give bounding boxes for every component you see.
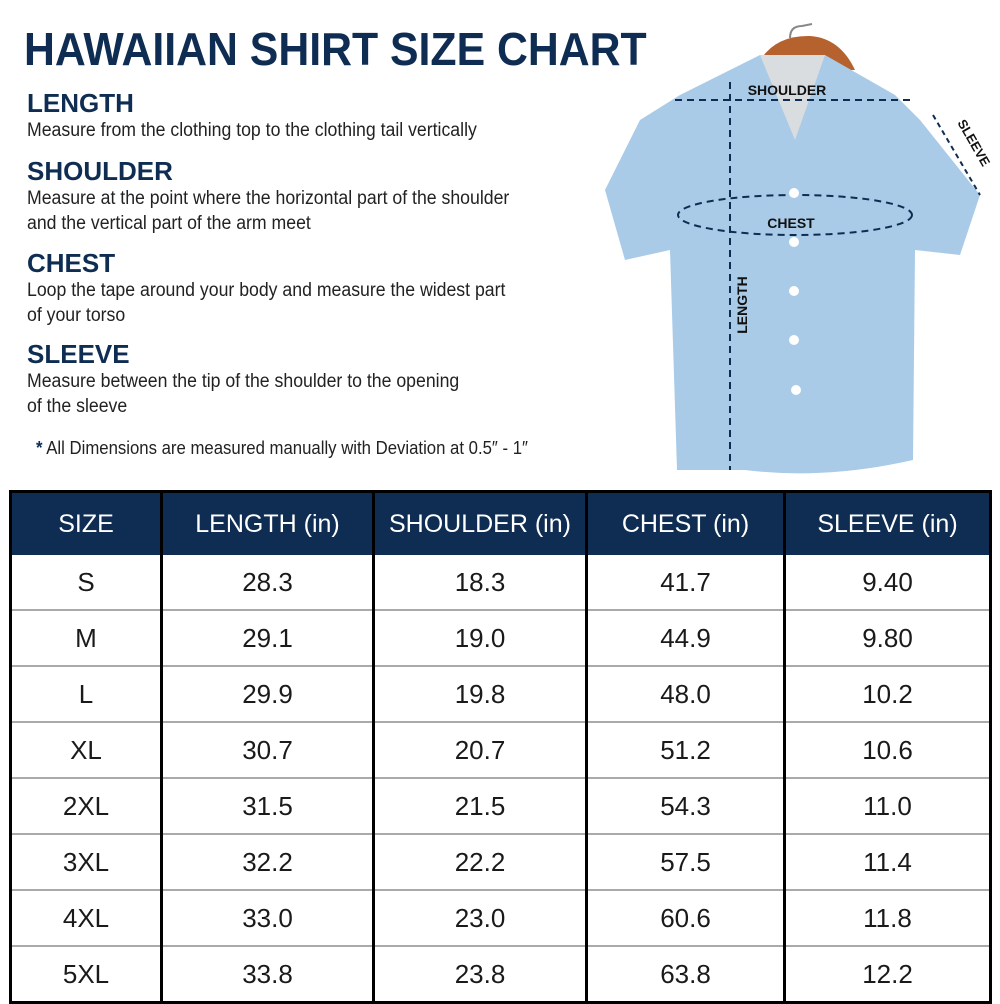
- table-cell: 41.7: [585, 555, 786, 611]
- column-header: SIZE: [9, 490, 163, 555]
- section-text: of your torso: [27, 305, 126, 326]
- table-cell: 33.0: [160, 890, 375, 947]
- table-cell: 21.5: [372, 778, 588, 835]
- section-chest: CHEST Loop the tape around your body and…: [27, 248, 541, 328]
- table-cell: 18.3: [372, 555, 588, 611]
- table-cell: 4XL: [9, 890, 163, 947]
- table-cell: L: [9, 666, 163, 723]
- table-cell: 11.8: [783, 890, 992, 947]
- column-header: LENGTH (in): [160, 490, 375, 555]
- table-cell: 20.7: [372, 722, 588, 779]
- table-cell: 22.2: [372, 834, 588, 891]
- section-text: Loop the tape around your body and measu…: [27, 280, 506, 301]
- table-cell: 51.2: [585, 722, 786, 779]
- table-cell: 54.3: [585, 778, 786, 835]
- table-cell: M: [9, 610, 163, 667]
- table-row: M 29.1 19.0 44.9 9.80: [9, 610, 992, 667]
- table-cell: 11.0: [783, 778, 992, 835]
- section-length: LENGTH Measure from the clothing top to …: [27, 88, 511, 143]
- shoulder-label: SHOULDER: [748, 82, 827, 98]
- table-row: 4XL 33.0 23.0 60.6 11.8: [9, 890, 992, 947]
- table-cell: 44.9: [585, 610, 786, 667]
- table-cell: 29.1: [160, 610, 375, 667]
- section-heading: SHOULDER: [27, 156, 173, 186]
- length-label: LENGTH: [734, 276, 750, 334]
- table-row: L 29.9 19.8 48.0 10.2: [9, 666, 992, 723]
- column-header: CHEST (in): [585, 490, 786, 555]
- table-row: 5XL 33.8 23.8 63.8 12.2: [9, 946, 992, 1004]
- table-row: S 28.3 18.3 41.7 9.40: [9, 555, 992, 611]
- section-heading: LENGTH: [27, 88, 134, 118]
- note-text: All Dimensions are measured manually wit…: [46, 438, 528, 458]
- table-cell: 19.0: [372, 610, 588, 667]
- table-cell: 32.2: [160, 834, 375, 891]
- section-heading: CHEST: [27, 248, 116, 278]
- table-cell: 5XL: [9, 946, 163, 1004]
- hanger-hook-icon: [789, 23, 813, 39]
- table-cell: 48.0: [585, 666, 786, 723]
- table-cell: 2XL: [9, 778, 163, 835]
- table-cell: 57.5: [585, 834, 786, 891]
- section-text: Measure from the clothing top to the clo…: [27, 120, 477, 141]
- section-text: Measure at the point where the horizonta…: [27, 188, 510, 209]
- sleeve-label: SLEEVE: [955, 117, 994, 169]
- section-heading: SLEEVE: [27, 339, 130, 369]
- table-header-row: SIZE LENGTH (in) SHOULDER (in) CHEST (in…: [9, 490, 992, 555]
- table-cell: 23.8: [372, 946, 588, 1004]
- page-title: HAWAIIAN SHIRT SIZE CHART: [24, 23, 647, 75]
- table-cell: 9.40: [783, 555, 992, 611]
- section-text: and the vertical part of the arm meet: [27, 213, 311, 234]
- table-cell: 10.2: [783, 666, 992, 723]
- section-sleeve: SLEEVE Measure between the tip of the sh…: [27, 339, 492, 419]
- section-text: of the sleeve: [27, 396, 128, 417]
- table-cell: 60.6: [585, 890, 786, 947]
- asterisk-icon: *: [36, 438, 43, 458]
- table-cell: 11.4: [783, 834, 992, 891]
- table-cell: 28.3: [160, 555, 375, 611]
- table-cell: 30.7: [160, 722, 375, 779]
- table-cell: 3XL: [9, 834, 163, 891]
- table-cell: 63.8: [585, 946, 786, 1004]
- table-cell: 31.5: [160, 778, 375, 835]
- section-text: Measure between the tip of the shoulder …: [27, 371, 460, 392]
- table-cell: XL: [9, 722, 163, 779]
- table-cell: 12.2: [783, 946, 992, 1004]
- table-cell: S: [9, 555, 163, 611]
- table-cell: 29.9: [160, 666, 375, 723]
- column-header: SHOULDER (in): [372, 490, 588, 555]
- table-cell: 23.0: [372, 890, 588, 947]
- table-row: XL 30.7 20.7 51.2 10.6: [9, 722, 992, 779]
- table-cell: 10.6: [783, 722, 992, 779]
- table-cell: 9.80: [783, 610, 992, 667]
- table-cell: 33.8: [160, 946, 375, 1004]
- size-table: SIZE LENGTH (in) SHOULDER (in) CHEST (in…: [9, 490, 992, 1004]
- table-row: 2XL 31.5 21.5 54.3 11.0: [9, 778, 992, 835]
- column-header: SLEEVE (in): [783, 490, 992, 555]
- shirt-diagram: SHOULDER CHEST LENGTH SLEEVE: [605, 23, 994, 474]
- deviation-note: * All Dimensions are measured manually w…: [36, 438, 528, 459]
- table-row: 3XL 32.2 22.2 57.5 11.4: [9, 834, 992, 891]
- section-shoulder: SHOULDER Measure at the point where the …: [27, 156, 546, 236]
- shirt-shape: [605, 55, 980, 474]
- chest-label: CHEST: [767, 215, 815, 231]
- table-cell: 19.8: [372, 666, 588, 723]
